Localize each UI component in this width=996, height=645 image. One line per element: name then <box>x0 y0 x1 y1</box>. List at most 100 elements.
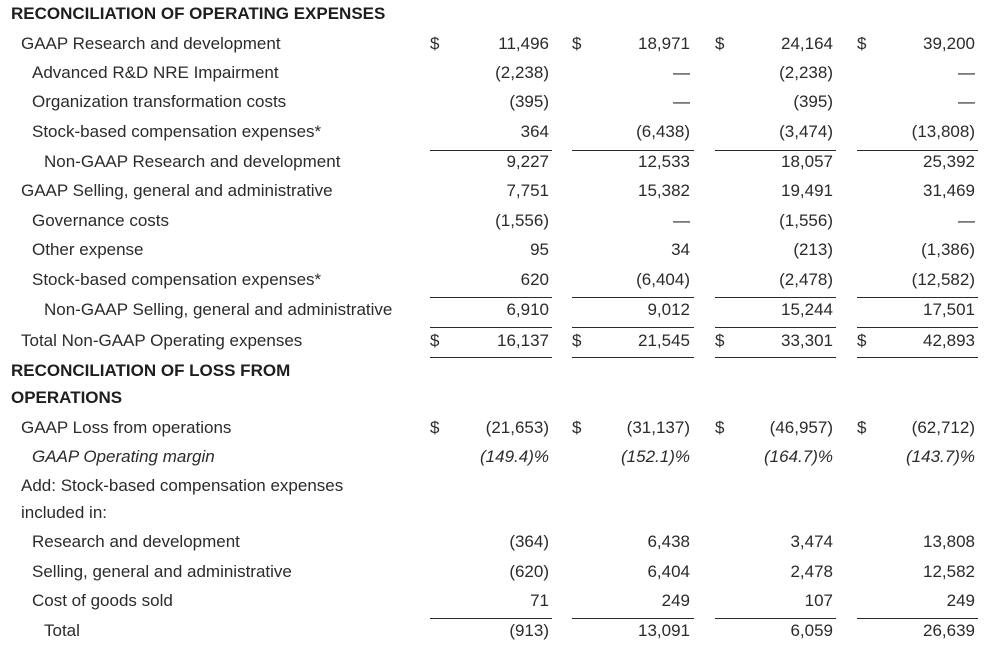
subtotal-rule <box>857 150 978 151</box>
cell-value: 3,474 <box>790 532 833 551</box>
row-label: GAAP Operating margin <box>32 447 215 466</box>
table-row: Non-GAAP Selling, general and administra… <box>0 300 996 322</box>
table-row: Organization transformation costs (395) — (… <box>0 92 996 114</box>
table-row: Stock-based compensation expenses* 364 (6,… <box>0 122 996 144</box>
cell-value: 39,200 <box>923 34 975 53</box>
cell-value: 24,164 <box>781 34 833 53</box>
cell-value: (3,474) <box>779 122 833 141</box>
subtotal-rule <box>572 150 694 151</box>
cell-value: 9,227 <box>506 152 549 171</box>
cell-value: (6,404) <box>636 270 690 289</box>
cell-value: 12,582 <box>923 562 975 581</box>
cell-value: (21,653) <box>485 418 549 437</box>
section-heading: OPERATIONS <box>11 388 123 407</box>
cell-value: 18,057 <box>781 152 833 171</box>
cell-value: 7,751 <box>506 181 549 200</box>
cell-value: 107 <box>804 591 833 610</box>
subtotal-rule <box>715 297 836 298</box>
row-label: Stock-based compensation expenses* <box>32 122 322 141</box>
table-row: Governance costs (1,556) — (1,556) — <box>0 211 996 233</box>
cell-value: — <box>958 211 975 230</box>
cell-value: (2,238) <box>779 63 833 82</box>
cell-value: 2,478 <box>790 562 833 581</box>
row-label: GAAP Loss from operations <box>21 418 232 437</box>
cell-value: 21,545 <box>638 331 690 350</box>
row-label: GAAP Selling, general and administrative <box>21 181 333 200</box>
row-label: Non-GAAP Research and development <box>44 152 341 171</box>
cell-value: 15,382 <box>638 181 690 200</box>
currency-symbol: $ <box>715 34 725 53</box>
total-rule-bottom <box>857 357 978 358</box>
cell-value: 364 <box>520 122 549 141</box>
table-row: Selling, general and administrative (620)… <box>0 562 996 584</box>
table-row: RECONCILIATION OF OPERATING EXPENSES <box>0 4 996 26</box>
currency-symbol: $ <box>715 331 725 350</box>
total-rule-bottom <box>572 357 694 358</box>
total-rule-top <box>715 327 836 328</box>
table-row: GAAP Selling, general and administrative… <box>0 181 996 203</box>
table-row: Add: Stock-based compensation expenses <box>0 476 996 498</box>
total-rule-bottom <box>430 357 552 358</box>
subtotal-rule <box>572 297 694 298</box>
table-row: Advanced R&D NRE Impairment (2,238) — (2,23… <box>0 63 996 85</box>
table-row: Research and development (364) 6,438 3,474 1… <box>0 532 996 554</box>
currency-symbol: $ <box>430 418 440 437</box>
cell-value: 19,491 <box>781 181 833 200</box>
cell-value: (1,386) <box>921 240 975 259</box>
subtotal-rule <box>572 618 694 619</box>
cell-value: 9,012 <box>647 300 690 319</box>
cell-value: 6,438 <box>647 532 690 551</box>
row-label: Governance costs <box>32 211 170 230</box>
subtotal-rule <box>715 618 836 619</box>
total-rule-top <box>572 327 694 328</box>
currency-symbol: $ <box>572 418 582 437</box>
table-row: GAAP Loss from operations $ (21,653) $ (31,1… <box>0 418 996 440</box>
cell-value: 15,244 <box>781 300 833 319</box>
cell-value: — <box>673 92 690 111</box>
cell-value: — <box>958 63 975 82</box>
cell-value: 31,469 <box>923 181 975 200</box>
cell-value: (2,238) <box>495 63 549 82</box>
section-heading: RECONCILIATION OF LOSS FROM <box>11 361 291 380</box>
cell-value: — <box>673 63 690 82</box>
table-row: Total Non-GAAP Operating expenses $16,137… <box>0 331 996 353</box>
subtotal-rule <box>857 618 978 619</box>
table-row: Other expense 95 34 (213) (1,386) <box>0 240 996 262</box>
row-label: Organization transformation costs <box>32 92 287 111</box>
currency-symbol: $ <box>572 331 582 350</box>
cell-value: (149.4)% <box>480 447 549 466</box>
currency-symbol: $ <box>715 418 725 437</box>
cell-value: 34 <box>671 240 690 259</box>
section-heading: RECONCILIATION OF OPERATING EXPENSES <box>11 4 386 23</box>
row-label: Non-GAAP Selling, general and administra… <box>44 300 393 319</box>
cell-value: 12,533 <box>638 152 690 171</box>
cell-value: (395) <box>793 92 833 111</box>
row-label: GAAP Research and development <box>21 34 281 53</box>
row-label: Add: Stock-based compensation expenses <box>21 476 344 495</box>
row-label: Research and development <box>32 532 240 551</box>
subtotal-rule <box>430 297 552 298</box>
currency-symbol: $ <box>857 331 867 350</box>
cell-value: 25,392 <box>923 152 975 171</box>
cell-value: 18,971 <box>638 34 690 53</box>
cell-value: 33,301 <box>781 331 833 350</box>
cell-value: (13,808) <box>911 122 975 141</box>
cell-value: (213) <box>793 240 833 259</box>
cell-value: 6,910 <box>506 300 549 319</box>
table-row: included in: <box>0 503 996 525</box>
currency-symbol: $ <box>857 34 867 53</box>
cell-value: 249 <box>946 591 975 610</box>
row-label: Cost of goods sold <box>32 591 173 610</box>
cell-value: 95 <box>530 240 549 259</box>
row-label: Total <box>44 621 80 640</box>
currency-symbol: $ <box>430 331 440 350</box>
cell-value: — <box>958 92 975 111</box>
cell-value: (6,438) <box>636 122 690 141</box>
row-label: Other expense <box>32 240 144 259</box>
table-row: GAAP Operating margin (149.4)% (152.1)% (16… <box>0 447 996 469</box>
currency-symbol: $ <box>430 34 440 53</box>
cell-value: (1,556) <box>779 211 833 230</box>
cell-value: 16,137 <box>497 331 549 350</box>
table-row: GAAP Research and development $11,496 $18,… <box>0 34 996 56</box>
